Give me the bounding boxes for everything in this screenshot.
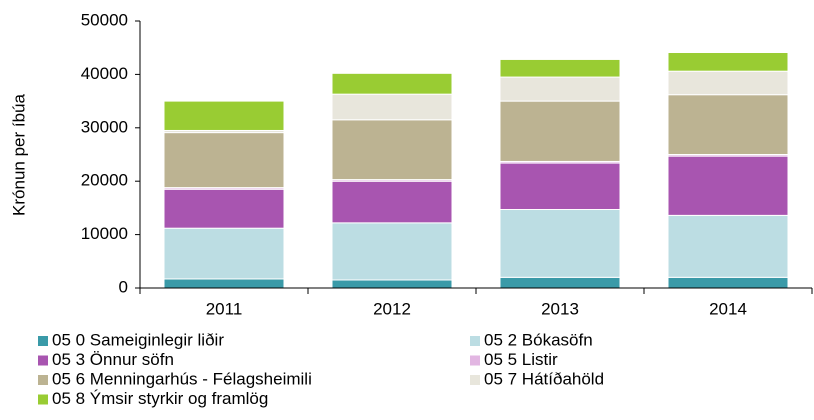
x-tick-label: 2014 (709, 299, 747, 318)
legend-label: 05 6 Menningarhús - Félagsheimili (52, 369, 312, 388)
bar-segment (499, 100, 621, 162)
x-tick-label: 2011 (206, 299, 243, 318)
y-tick-label: 30000 (81, 117, 128, 136)
legend-swatch (38, 375, 48, 385)
bar-segment (499, 209, 621, 278)
legend-label: 05 7 Hátíðahöld (484, 369, 604, 388)
bar-segment (331, 93, 453, 121)
y-tick-label: 40000 (81, 64, 128, 83)
bar-segment (163, 100, 285, 131)
legend-swatch (38, 355, 48, 366)
y-tick-label: 20000 (81, 171, 128, 190)
bar-segment (667, 70, 789, 96)
bar-segment (667, 94, 789, 155)
bar-segment (163, 132, 285, 189)
bar-segment (331, 119, 453, 181)
bar-segment (499, 76, 621, 102)
y-tick-label: 0 (119, 277, 128, 296)
legend-swatch (38, 394, 48, 405)
bar-segment (667, 276, 789, 289)
bar-segment (667, 214, 789, 278)
bar-segment (331, 180, 453, 224)
bar-segment (331, 72, 453, 95)
legend-swatch (470, 375, 480, 385)
legend-label: 05 5 Listir (484, 350, 558, 369)
bar-segment (163, 278, 285, 289)
legend-swatch (470, 355, 480, 366)
x-tick-label: 2013 (541, 299, 579, 318)
bar-segment (667, 52, 789, 72)
legend-swatch (470, 336, 480, 346)
legend-swatch (38, 336, 48, 346)
y-tick-label: 10000 (81, 224, 128, 243)
bar-segment (499, 276, 621, 289)
bar-segment (499, 58, 621, 78)
bar-segment (331, 222, 453, 281)
bar-segment (331, 279, 453, 289)
x-tick-label: 2012 (373, 299, 411, 318)
y-tick-label: 50000 (81, 10, 128, 29)
legend-label: 05 2 Bókasöfn (484, 330, 593, 349)
legend-label: 05 0 Sameiginlegir liðir (52, 330, 224, 349)
legend-label: 05 8 Ýmsir styrkir og framlög (52, 389, 268, 408)
legend-label: 05 3 Önnur söfn (52, 350, 174, 369)
bar-segment (163, 227, 285, 280)
bar-segment (163, 188, 285, 229)
y-axis-label: Krónun per íbúa (9, 93, 28, 215)
bar-segment (667, 155, 789, 216)
bar-segment (499, 162, 621, 211)
